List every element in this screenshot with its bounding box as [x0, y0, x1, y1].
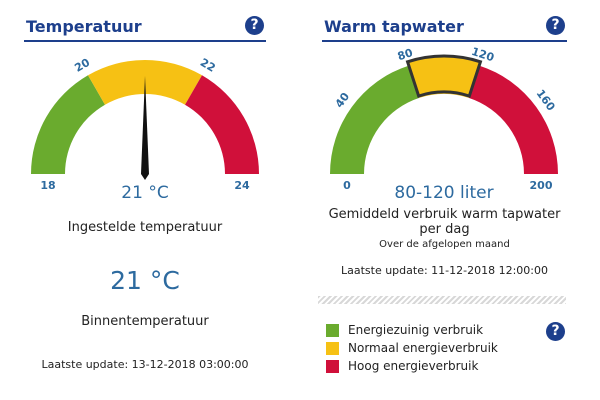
hot-water-tick-label: 80	[396, 46, 415, 63]
hot-water-header: Warm tapwater ?	[322, 0, 567, 42]
hot-water-gauge-segment	[468, 65, 558, 174]
hot-water-help-icon[interactable]: ?	[546, 16, 565, 35]
legend-label: Energiezuinig verbruik	[348, 323, 484, 337]
temperature-gauge-value: 21 °C	[121, 183, 168, 203]
hot-water-tick-label: 0	[343, 179, 351, 192]
temperature-gauge: 18 20 22 24 21 °C	[31, 56, 259, 203]
hot-water-tick-label: 200	[530, 179, 553, 192]
temperature-title: Temperatuur	[26, 17, 142, 36]
indoor-temperature-label: Binnentemperatuur	[81, 314, 209, 329]
hot-water-tick-label: 40	[333, 90, 353, 110]
hot-water-last-update: Laatste update: 11-12-2018 12:00:00	[340, 264, 549, 277]
temperature-tick-label: 24	[234, 179, 250, 192]
legend-item-normal: Normaal energieverbruik	[326, 340, 498, 356]
hot-water-panel: Warm tapwater ? 0 40 80 120 160 200 80-120 li…	[318, 0, 567, 373]
legend-swatch-yellow	[326, 341, 339, 355]
temperature-last-update: Laatste update: 13-12-2018 03:00:00	[41, 358, 249, 371]
temperature-panel: Temperatuur ? 18 20 22 24 21 °C Ingestelde …	[24, 0, 266, 371]
hot-water-consumption-label: Gemiddeld verbruik warm tapwater per dag	[328, 207, 561, 237]
legend-label: Hoog energieverbruik	[348, 359, 479, 373]
temperature-gauge-segment	[185, 75, 259, 174]
indoor-temperature-value: 21 °C	[110, 266, 180, 295]
temperature-tick-label: 22	[198, 56, 218, 75]
temperature-needle	[141, 76, 149, 180]
legend-swatch-green	[326, 323, 339, 337]
temperature-gauge-segment	[31, 75, 105, 174]
legend-item-high: Hoog energieverbruik	[326, 358, 498, 374]
temperature-tick-label: 18	[40, 179, 55, 192]
legend-swatch-red	[326, 359, 339, 373]
temperature-header: Temperatuur ?	[24, 0, 266, 42]
hot-water-period-label: Over de afgelopen maand	[379, 239, 510, 250]
hot-water-gauge-segment	[330, 65, 420, 174]
legend-label: Normaal energieverbruik	[348, 341, 498, 355]
hot-water-gauge-value: 80-120 liter	[394, 183, 493, 203]
legend: Energiezuinig verbruik Normaal energieve…	[326, 322, 498, 376]
divider	[318, 296, 566, 304]
legend-item-efficient: Energiezuinig verbruik	[326, 322, 498, 338]
hot-water-title: Warm tapwater	[324, 17, 464, 36]
hot-water-range-highlight	[405, 54, 483, 98]
temperature-help-icon[interactable]: ?	[245, 16, 264, 35]
temperature-tick-label: 20	[72, 56, 92, 75]
set-temperature-label: Ingestelde temperatuur	[67, 220, 223, 235]
legend-help-icon[interactable]: ?	[546, 322, 565, 341]
